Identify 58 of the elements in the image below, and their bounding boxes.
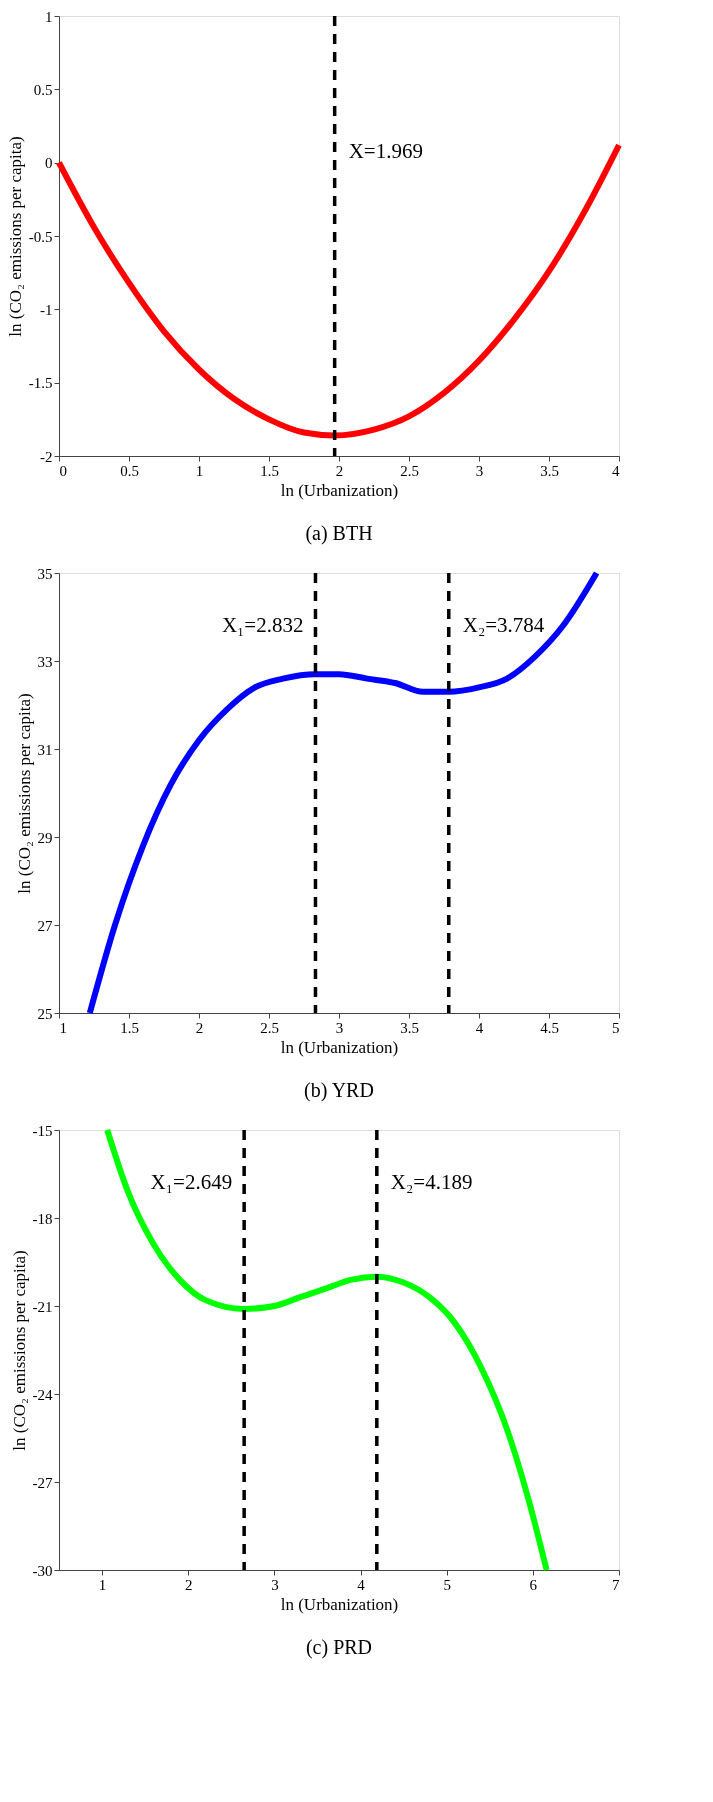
x-tick-label: 1 xyxy=(195,462,204,479)
x-tick-label: 0.5 xyxy=(120,462,139,479)
y-axis-title: ln (CO₂ emissions per capita) xyxy=(5,136,25,337)
x-tick-label: 5 xyxy=(443,1576,451,1593)
ref-line-label: X₂=4.189 xyxy=(390,1169,473,1194)
x-tick-label: 4.5 xyxy=(540,1019,559,1036)
y-tick-label: -15 xyxy=(32,1122,53,1139)
text: (b) YRD xyxy=(304,1079,374,1102)
ref-line-label: X₁=2.649 xyxy=(150,1169,233,1194)
ref-line-label: X=1.969 xyxy=(348,139,423,164)
y-tick-label: -1 xyxy=(40,301,53,318)
x-tick-label: 7 xyxy=(612,1576,620,1593)
y-tick-label: -21 xyxy=(32,1298,53,1315)
y-tick-label: -24 xyxy=(32,1386,53,1403)
x-tick-label: 2 xyxy=(184,1576,193,1593)
x-axis-title: ln (Urbanization) xyxy=(280,1594,399,1614)
y-axis-title: ln (CO₂ emissions per capita) xyxy=(9,1250,29,1451)
y-tick-label: 0 xyxy=(45,155,53,172)
x-tick-label: 2.5 xyxy=(400,462,419,479)
x-tick-label: 4 xyxy=(612,462,620,479)
x-tick-label: 5 xyxy=(612,1019,620,1036)
x-tick-label: 3 xyxy=(475,462,484,479)
text: (c) PRD xyxy=(305,1636,373,1659)
x-tick-label: 0 xyxy=(59,462,67,479)
x-tick-label: 1.5 xyxy=(120,1019,139,1036)
x-tick-label: 6 xyxy=(529,1576,538,1593)
y-tick-label: 33 xyxy=(37,653,53,670)
y-tick-label: 29 xyxy=(37,829,53,846)
y-tick-label: -1.5 xyxy=(28,375,53,392)
x-tick-label: 3 xyxy=(335,1019,344,1036)
x-axis-title: ln (Urbanization) xyxy=(280,1037,399,1057)
x-tick-label: 1 xyxy=(59,1019,67,1036)
x-tick-label: 2.5 xyxy=(260,1019,279,1036)
x-tick-label: 4 xyxy=(357,1576,366,1593)
y-tick-label: 0.5 xyxy=(33,81,53,98)
y-axis-title: ln (CO₂ emissions per capita) xyxy=(14,693,34,894)
x-tick-label: 2 xyxy=(195,1019,204,1036)
y-tick-label: 35 xyxy=(37,565,53,582)
x-tick-label: 2 xyxy=(335,462,344,479)
x-tick-label: 3.5 xyxy=(400,1019,419,1036)
y-tick-label: -30 xyxy=(32,1562,53,1579)
x-tick-label: 4 xyxy=(475,1019,484,1036)
y-tick-label: -2 xyxy=(40,448,53,465)
y-tick-label: 25 xyxy=(37,1005,53,1022)
y-tick-label: -0.5 xyxy=(28,228,53,245)
y-tick-label: 31 xyxy=(37,741,53,758)
y-tick-label: -27 xyxy=(32,1474,53,1491)
x-tick-label: 1 xyxy=(98,1576,107,1593)
y-tick-label: 1 xyxy=(45,8,53,25)
x-axis-title: ln (Urbanization) xyxy=(280,480,399,500)
ref-line-label: X₂=3.784 xyxy=(462,612,545,637)
text: (a) BTH xyxy=(305,522,373,545)
x-tick-label: 3.5 xyxy=(540,462,559,479)
y-tick-label: -18 xyxy=(32,1210,53,1227)
x-tick-label: 1.5 xyxy=(260,462,279,479)
y-tick-label: 27 xyxy=(37,917,53,934)
x-tick-label: 3 xyxy=(271,1576,279,1593)
ref-line-label: X₁=2.832 xyxy=(221,612,304,637)
